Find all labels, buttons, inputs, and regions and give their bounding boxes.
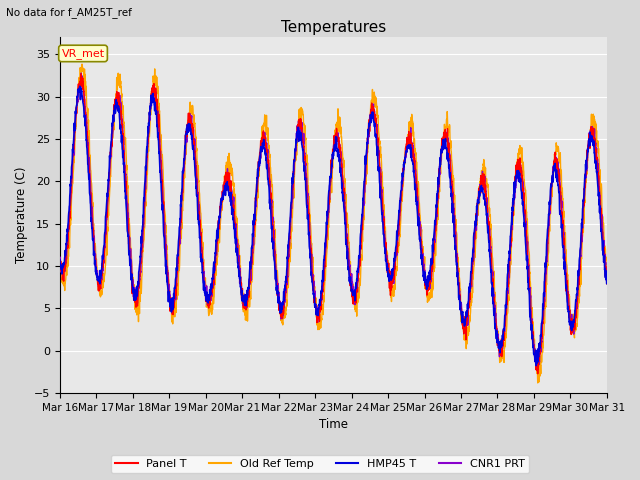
Legend: Panel T, Old Ref Temp, HMP45 T, CNR1 PRT: Panel T, Old Ref Temp, HMP45 T, CNR1 PRT — [111, 455, 529, 473]
Text: VR_met: VR_met — [61, 48, 104, 59]
X-axis label: Time: Time — [319, 419, 348, 432]
Text: No data for f_AM25T_ref: No data for f_AM25T_ref — [6, 7, 132, 18]
Title: Temperatures: Temperatures — [281, 20, 386, 35]
Y-axis label: Temperature (C): Temperature (C) — [15, 167, 28, 264]
